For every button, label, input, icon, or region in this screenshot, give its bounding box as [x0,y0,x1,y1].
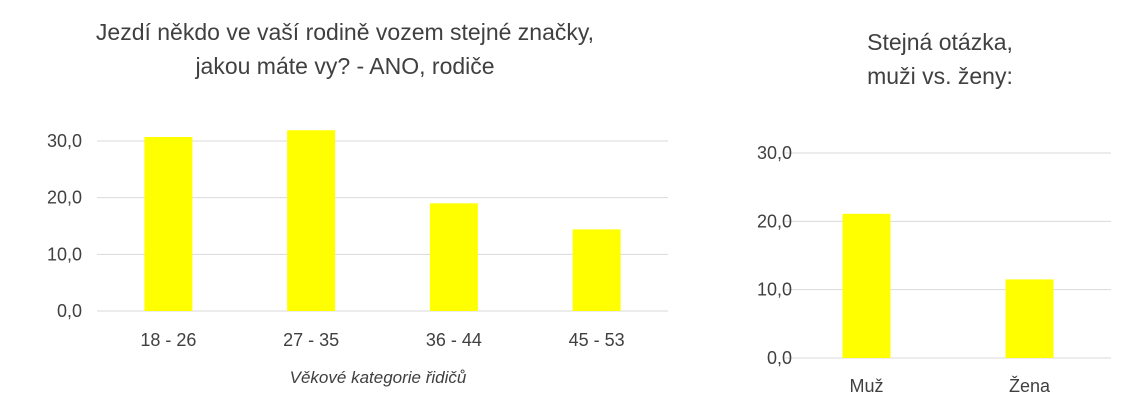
y-tick-label: 20,0 [47,188,82,208]
chart1-x-ticks: 18 - 26 27 - 35 36 - 44 45 - 53 [140,330,624,350]
bar [1005,279,1054,358]
y-tick-label: 20,0 [757,211,792,231]
y-tick-label: 0,0 [767,348,792,368]
chart2-gridlines [785,152,1111,359]
bar [287,130,336,311]
y-tick-label: 10,0 [47,244,82,264]
bar [572,229,621,311]
y-tick-label: 10,0 [757,280,792,300]
chart1-x-axis-label: Věkové kategorie řidičů [290,368,467,387]
chart1-title-line2: jakou máte vy? - ANO, rodiče [194,53,494,79]
chart2-y-ticks: 0,0 10,0 20,0 30,0 [757,143,792,368]
bar [842,213,891,358]
chart2-title-line1: Stejná otázka, [867,29,1013,55]
chart1-y-ticks: 0,0 10,0 20,0 30,0 [47,131,82,321]
y-tick-label: 30,0 [757,143,792,163]
x-tick-label: Muž [849,376,883,396]
x-tick-label: 18 - 26 [140,330,196,350]
chart2-x-ticks: Muž Žena [849,376,1051,396]
x-tick-label: 45 - 53 [569,330,625,350]
chart-age-categories: Jezdí někdo ve vaší rodině vozem stejné … [47,19,668,387]
bar [429,203,478,311]
chart2-title-line2: muži vs. ženy: [867,63,1013,89]
chart2-bars [842,213,1054,358]
x-tick-label: Žena [1009,376,1051,396]
x-tick-label: 36 - 44 [426,330,482,350]
x-tick-label: 27 - 35 [283,330,339,350]
chart1-bars [144,130,621,311]
bar [144,137,193,311]
y-tick-label: 30,0 [47,131,82,151]
chart1-title-line1: Jezdí někdo ve vaší rodině vozem stejné … [96,19,594,45]
chart-gender: Stejná otázka, muži vs. ženy: 0,0 10,0 20,… [757,29,1111,396]
y-tick-label: 0,0 [57,301,82,321]
